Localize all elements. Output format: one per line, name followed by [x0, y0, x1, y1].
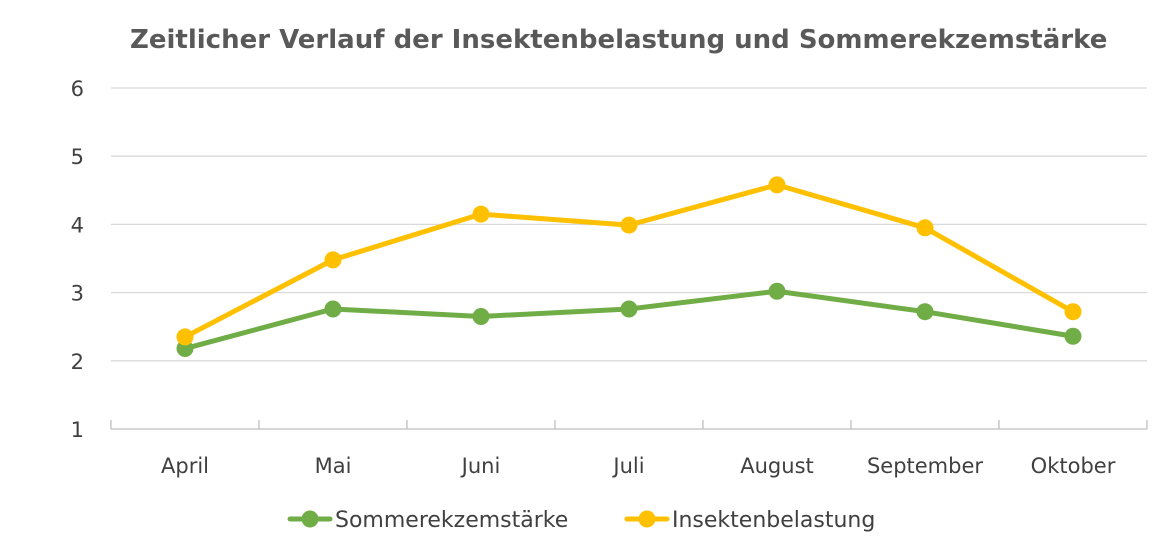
data-point — [324, 300, 342, 318]
x-tick-label: September — [867, 454, 983, 478]
x-tick-label: Mai — [315, 454, 352, 478]
x-tick-label: Juni — [460, 454, 501, 478]
y-tick-label: 5 — [71, 145, 84, 169]
y-tick-label: 3 — [71, 282, 84, 306]
chart-title: Zeitlicher Verlauf der Insektenbelastung… — [130, 25, 1107, 55]
data-point — [768, 176, 786, 194]
legend-swatch-marker — [301, 510, 319, 528]
y-tick-label: 1 — [71, 418, 84, 442]
x-axis — [110, 420, 1148, 430]
data-point — [916, 219, 934, 237]
legend-item: Insektenbelastung — [624, 508, 875, 533]
legend-label: Sommerekzemstärke — [335, 508, 568, 533]
x-tick-label: Juli — [611, 454, 644, 478]
data-point — [768, 282, 786, 300]
data-point — [1064, 327, 1082, 345]
legend-item: Sommerekzemstärke — [287, 508, 568, 533]
data-point — [916, 303, 934, 321]
data-point — [472, 205, 490, 223]
y-tick-label: 2 — [71, 350, 84, 374]
legend-swatch-marker — [638, 510, 656, 528]
x-tick-label: April — [161, 454, 209, 478]
series-layer — [176, 176, 1082, 358]
series-1 — [176, 176, 1082, 346]
data-point — [1064, 303, 1082, 321]
series-line — [182, 288, 1076, 352]
x-axis-tick-labels: April Mai Juni Juli August September Oktober — [161, 454, 1116, 478]
data-point — [620, 216, 638, 234]
y-axis-tick-labels: 1 2 3 4 5 6 — [71, 77, 84, 442]
y-tick-label: 6 — [71, 77, 84, 101]
series-0 — [176, 282, 1082, 358]
data-point — [472, 307, 490, 325]
data-point — [176, 328, 194, 346]
x-tick-label: August — [740, 454, 814, 478]
y-tick-label: 4 — [71, 213, 84, 237]
legend: Sommerekzemstärke Insektenbelastung — [287, 508, 875, 533]
data-point — [620, 300, 638, 318]
data-point — [324, 251, 342, 269]
x-tick-label: Oktober — [1031, 454, 1116, 478]
legend-label: Insektenbelastung — [672, 508, 875, 533]
